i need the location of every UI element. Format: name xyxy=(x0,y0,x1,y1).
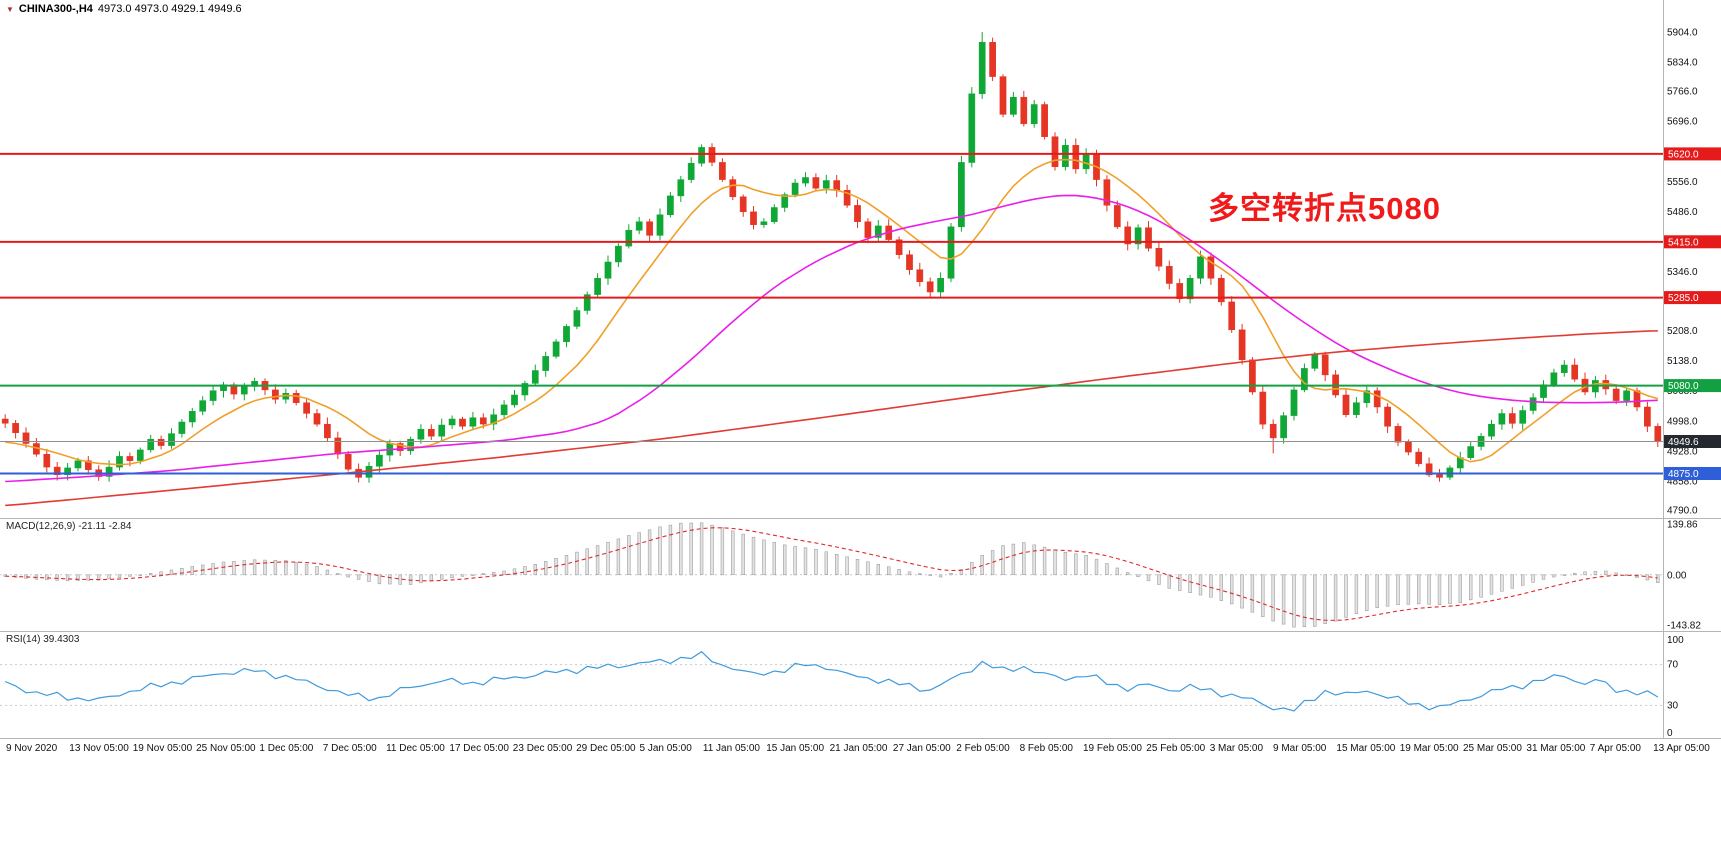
price-badge-label: 5080.0 xyxy=(1668,381,1699,392)
rsi-axis-tick: 70 xyxy=(1667,660,1679,671)
symbol-marker-icon: ▼ xyxy=(6,4,14,14)
price-axis-tick: 5834.0 xyxy=(1667,58,1698,69)
time-axis-label[interactable]: 8 Feb 05:00 xyxy=(1020,743,1074,754)
time-axis-label[interactable]: 19 Feb 05:00 xyxy=(1083,743,1142,754)
symbol-timeframe-label: CHINA300-,H4 xyxy=(18,3,93,15)
macd-signal-line xyxy=(5,527,1658,621)
time-axis-label[interactable]: 29 Dec 05:00 xyxy=(576,743,636,754)
rsi-panel[interactable] xyxy=(0,650,1663,712)
time-axis-label[interactable]: 25 Feb 05:00 xyxy=(1146,743,1205,754)
price-axis-tick: 5208.0 xyxy=(1667,326,1698,337)
price-axis-tick: 4858.0 xyxy=(1667,476,1698,487)
time-axis-label[interactable]: 15 Jan 05:00 xyxy=(766,743,824,754)
macd-panel[interactable] xyxy=(0,522,1663,628)
time-axis-label[interactable]: 7 Apr 05:00 xyxy=(1590,743,1642,754)
price-badge xyxy=(1664,435,1721,448)
macd-axis-tick: 0.00 xyxy=(1667,570,1687,581)
time-axis-label[interactable]: 15 Mar 05:00 xyxy=(1336,743,1395,754)
price-badge-label: 5415.0 xyxy=(1668,237,1699,248)
price-badge-label: 4875.0 xyxy=(1668,469,1699,480)
price-axis-tick: 5486.0 xyxy=(1667,207,1698,218)
price-axis-tick: 4998.0 xyxy=(1667,416,1698,427)
time-axis-label[interactable]: 19 Nov 05:00 xyxy=(133,743,193,754)
time-axis-label[interactable]: 11 Jan 05:00 xyxy=(703,743,761,754)
time-axis-label[interactable]: 25 Nov 05:00 xyxy=(196,743,256,754)
price-badge xyxy=(1664,467,1721,480)
chart-annotation-text: 多空转折点5080 xyxy=(1208,191,1441,226)
chart-title: ▼ CHINA300-,H4 4973.0 4973.0 4929.1 4949… xyxy=(6,3,242,15)
ma-line-mid xyxy=(5,194,1658,483)
time-axis-label[interactable]: 2 Feb 05:00 xyxy=(956,743,1010,754)
price-badge-label: 5285.0 xyxy=(1668,293,1699,304)
price-axis-tick: 4928.0 xyxy=(1667,446,1698,457)
time-axis-label[interactable]: 21 Jan 05:00 xyxy=(830,743,888,754)
price-badge xyxy=(1664,147,1721,161)
price-axis-tick: 5346.0 xyxy=(1667,267,1698,278)
price-axis-tick: 5766.0 xyxy=(1667,87,1698,98)
price-badge xyxy=(1664,291,1721,305)
ohlc-values: 4973.0 4973.0 4929.1 4949.6 xyxy=(97,3,242,15)
macd-axis-tick: 139.86 xyxy=(1667,520,1698,531)
time-axis-label[interactable]: 27 Jan 05:00 xyxy=(893,743,951,754)
time-axis-label[interactable]: 3 Mar 05:00 xyxy=(1210,743,1264,754)
price-badge-label: 4949.6 xyxy=(1668,437,1699,448)
time-axis-label[interactable]: 13 Apr 05:00 xyxy=(1653,743,1710,754)
time-axis-label[interactable]: 1 Dec 05:00 xyxy=(259,743,313,754)
price-axis-tick: 5138.0 xyxy=(1667,356,1698,367)
price-axis-tick: 5696.0 xyxy=(1667,117,1698,128)
time-axis-label[interactable]: 11 Dec 05:00 xyxy=(386,743,445,754)
price-badge xyxy=(1664,379,1721,393)
price-badge-label: 5620.0 xyxy=(1668,149,1699,160)
candles xyxy=(1,32,1662,483)
axes: 5904.0 5834.0 5766.0 5696.0 5556.0 5486.0 5346… xyxy=(0,0,1721,754)
rsi-axis-tick: 100 xyxy=(1667,635,1684,646)
time-axis-label[interactable]: 25 Mar 05:00 xyxy=(1463,743,1522,754)
macd-indicator-label: MACD(12,26,9) -21.11 -2.84 xyxy=(6,521,132,532)
rsi-indicator-label: RSI(14) 39.4303 xyxy=(6,634,80,645)
price-panel[interactable] xyxy=(0,32,1663,507)
time-axis-label[interactable]: 31 Mar 05:00 xyxy=(1526,743,1585,754)
price-axis-tick: 4790.0 xyxy=(1667,506,1698,517)
rsi-line xyxy=(4,650,1659,712)
price-badge xyxy=(1664,235,1721,249)
macd-axis-tick: -143.82 xyxy=(1667,621,1701,632)
price-axis-tick: 5904.0 xyxy=(1667,28,1698,39)
time-axis-label[interactable]: 7 Dec 05:00 xyxy=(323,743,377,754)
rsi-axis-tick: 30 xyxy=(1667,700,1679,711)
time-axis-label[interactable]: 13 Nov 05:00 xyxy=(69,743,129,754)
ma-line-fast xyxy=(5,158,1659,466)
macd-histogram xyxy=(3,522,1660,628)
time-axis-label[interactable]: 9 Mar 05:00 xyxy=(1273,743,1327,754)
time-axis-label[interactable]: 5 Jan 05:00 xyxy=(640,743,693,754)
ma-line-slow xyxy=(5,330,1658,507)
rsi-axis-tick: 0 xyxy=(1667,728,1673,739)
time-axis-label[interactable]: 23 Dec 05:00 xyxy=(513,743,573,754)
time-axis-label[interactable]: 9 Nov 2020 xyxy=(6,743,58,754)
time-axis-label[interactable]: 17 Dec 05:00 xyxy=(449,743,509,754)
price-axis-tick: 5556.0 xyxy=(1667,177,1698,188)
time-axis-label[interactable]: 19 Mar 05:00 xyxy=(1400,743,1459,754)
